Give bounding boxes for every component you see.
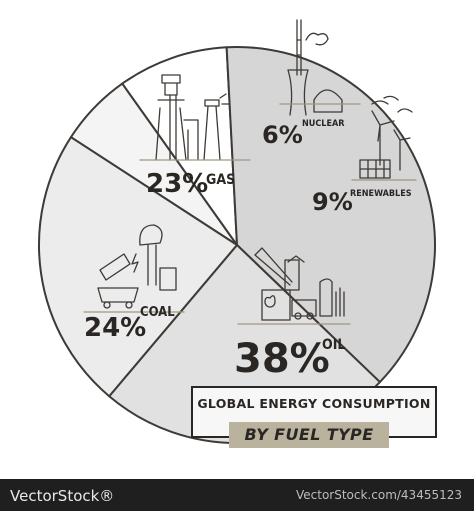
slice-label-gas: GAS [206,172,235,188]
coal-plant-icon [83,224,185,313]
slice-value-renewables: 9% [312,188,353,216]
footer-bar: VectorStock® VectorStock.com/43455123 [0,479,474,511]
pie-slices [38,46,436,444]
slice-label-renewables: RENEWABLES [350,189,412,199]
nuclear-plant-icon [279,19,361,116]
slice-value-gas: 23% [146,169,208,199]
slice-label-nuclear: NUCLEAR [302,119,345,129]
chart-title: GLOBAL ENERGY CONSUMPTION [197,396,431,411]
slice-label-coal: COAL [140,305,175,320]
footer-brand: VectorStock® [10,487,115,505]
footer-id: VectorStock.com/43455123 [295,488,462,502]
pie-slice-renewables [121,46,238,246]
slice-label-oil: OIL [322,337,345,353]
pie-slice-gas [38,136,238,398]
chart-subtitle: BY FUEL TYPE [229,422,389,448]
slice-value-coal: 24% [84,313,146,343]
renewables-icon [351,95,417,181]
oil-refinery-icon [237,247,351,325]
gas-plant-icon [139,74,251,161]
pie-slice-oil [225,46,436,384]
slice-value-oil: 38% [234,336,330,382]
slice-value-nuclear: 6% [262,121,303,149]
